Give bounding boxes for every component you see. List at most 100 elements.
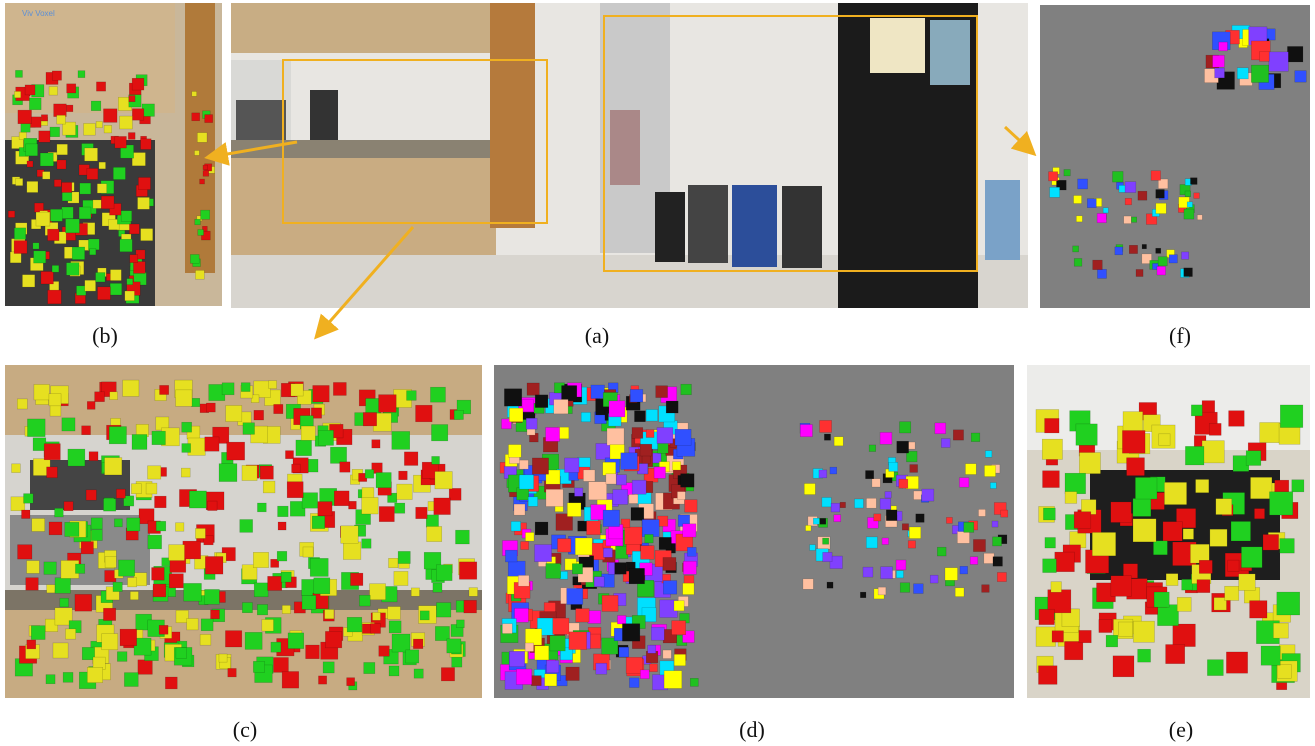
voxel xyxy=(325,609,334,618)
voxel xyxy=(278,506,289,517)
voxel xyxy=(26,144,38,156)
voxel xyxy=(546,563,561,578)
voxel xyxy=(984,553,994,563)
voxel xyxy=(840,502,846,508)
voxel xyxy=(104,125,112,133)
voxel xyxy=(435,471,452,488)
voxel xyxy=(1074,512,1091,529)
voxel xyxy=(334,491,349,506)
voxel xyxy=(52,265,59,272)
voxel xyxy=(200,179,205,184)
voxel xyxy=(1138,649,1151,662)
voxel xyxy=(159,625,168,634)
voxel xyxy=(49,522,62,535)
voxel xyxy=(1127,458,1145,476)
voxel xyxy=(965,464,976,475)
voxel xyxy=(411,588,419,596)
voxel xyxy=(141,139,152,150)
voxel xyxy=(63,672,73,682)
voxel xyxy=(613,490,628,505)
voxel xyxy=(14,91,20,97)
voxel xyxy=(26,578,39,591)
voxel xyxy=(330,447,346,463)
voxel xyxy=(957,531,969,543)
voxel xyxy=(824,434,830,440)
voxel xyxy=(603,462,616,475)
voxel xyxy=(1065,473,1086,494)
voxel xyxy=(430,387,445,402)
voxel xyxy=(575,538,592,555)
voxel xyxy=(90,249,96,255)
voxel xyxy=(169,574,183,588)
voxel xyxy=(97,184,106,193)
voxel xyxy=(14,241,27,254)
voxel xyxy=(1185,191,1191,197)
voxel xyxy=(27,181,38,192)
voxel xyxy=(889,462,898,471)
voxel xyxy=(203,165,208,170)
voxel xyxy=(1251,65,1268,82)
voxel xyxy=(389,621,401,633)
voxel xyxy=(65,219,79,233)
voxel xyxy=(1079,453,1100,474)
voxel xyxy=(596,443,612,459)
voxel xyxy=(685,500,697,512)
voxel xyxy=(406,650,419,663)
voxel xyxy=(242,603,252,613)
voxel xyxy=(677,492,685,500)
voxel xyxy=(89,452,98,461)
voxel xyxy=(195,219,201,225)
voxel xyxy=(392,634,410,652)
voxel xyxy=(574,488,582,496)
voxel xyxy=(806,525,811,530)
voxel xyxy=(1135,477,1157,499)
voxel xyxy=(1118,622,1132,636)
voxel xyxy=(1153,541,1167,555)
voxel xyxy=(350,573,362,585)
voxel xyxy=(1269,52,1288,71)
voxel xyxy=(1099,620,1112,633)
voxel xyxy=(683,524,696,537)
voxel xyxy=(138,197,150,209)
voxel xyxy=(113,167,125,179)
voxel xyxy=(75,594,92,611)
voxel xyxy=(105,557,116,568)
voxel xyxy=(554,399,568,413)
voxel xyxy=(288,633,304,649)
voxel xyxy=(118,560,134,576)
voxel xyxy=(426,515,438,527)
voxel xyxy=(878,587,886,595)
voxel xyxy=(881,567,893,579)
voxel xyxy=(1092,532,1115,555)
voxel xyxy=(1074,258,1082,266)
voxel xyxy=(1261,646,1280,665)
voxel xyxy=(257,503,266,512)
voxel xyxy=(152,568,165,581)
voxel xyxy=(959,478,968,487)
voxel xyxy=(1157,266,1166,275)
voxel xyxy=(132,109,144,121)
voxel xyxy=(1194,193,1200,199)
voxel xyxy=(1254,509,1264,519)
voxel xyxy=(349,501,357,509)
voxel xyxy=(34,384,50,400)
voxel xyxy=(1202,401,1215,414)
voxel xyxy=(525,643,534,652)
voxel xyxy=(1045,537,1056,548)
voxel xyxy=(203,171,209,177)
voxel xyxy=(146,483,157,494)
voxel xyxy=(205,589,220,604)
voxel xyxy=(389,666,399,676)
voxel xyxy=(1260,423,1280,443)
voxel xyxy=(547,660,559,672)
voxel xyxy=(525,532,534,541)
voxel xyxy=(1181,252,1188,259)
voxel xyxy=(48,229,60,241)
voxel xyxy=(128,578,137,587)
voxel xyxy=(245,632,262,649)
voxel xyxy=(831,503,840,512)
voxel xyxy=(566,667,579,680)
voxel xyxy=(1196,479,1209,492)
voxel xyxy=(860,592,866,598)
voxel xyxy=(1043,508,1055,520)
